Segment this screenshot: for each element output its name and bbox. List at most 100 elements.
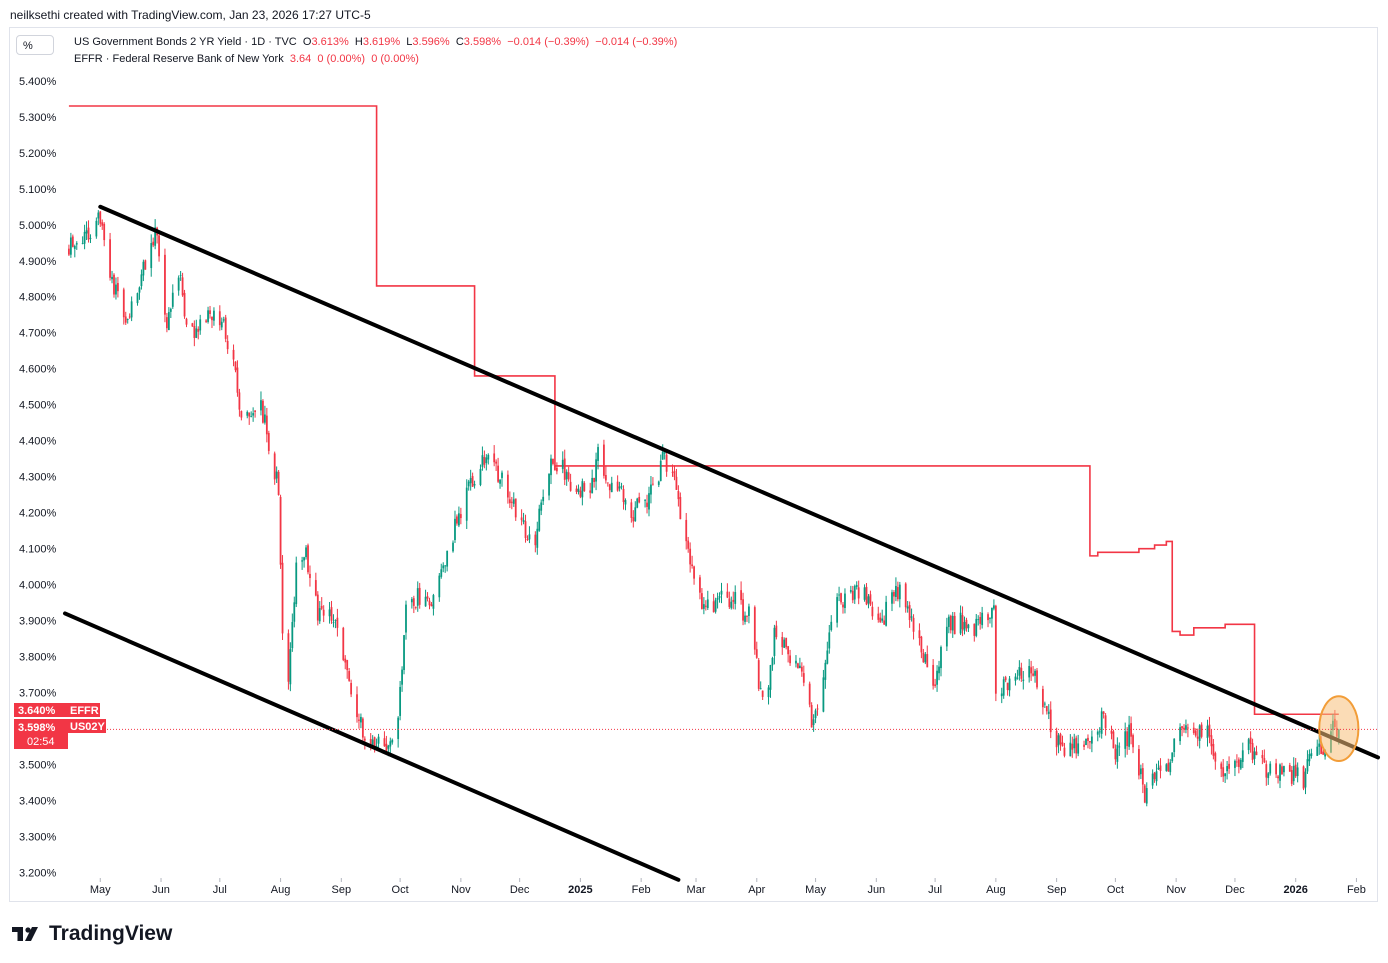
candle-body <box>851 590 854 601</box>
candle-body <box>663 452 666 454</box>
candle-body <box>1047 711 1050 714</box>
candle-body <box>910 616 913 618</box>
candle-body <box>277 471 280 495</box>
candle-body <box>885 601 888 626</box>
candle-body <box>891 592 893 604</box>
candle-body <box>1304 771 1307 788</box>
y-tick-label: 3.300% <box>19 832 57 844</box>
candle-body <box>673 470 676 477</box>
candle-body <box>191 323 194 327</box>
candle-body <box>166 317 168 329</box>
lower-channel-trendline[interactable] <box>63 611 681 882</box>
candle-body <box>714 599 717 612</box>
candle-body <box>636 498 639 508</box>
candle-body <box>687 540 690 549</box>
x-axis-ticks: May Jun Jul Aug Sep Oct Nov Dec 2025 Feb Mar Apr May… <box>90 878 1366 896</box>
candle-body <box>583 483 586 492</box>
candle-body <box>458 513 460 526</box>
candle-body <box>679 497 682 520</box>
candle-body <box>1288 765 1291 772</box>
candle-body <box>399 686 402 716</box>
candle-body <box>418 587 421 605</box>
candle-body <box>652 483 654 485</box>
candle-body <box>644 500 646 501</box>
candle-body <box>812 719 815 726</box>
candle-body <box>922 652 925 663</box>
x-tick-label: Dec <box>1225 884 1245 896</box>
candle-body <box>548 473 550 496</box>
candle-body <box>624 500 627 505</box>
y-tick-label: 4.700% <box>19 328 57 340</box>
candle-body <box>430 604 433 607</box>
candle-body <box>83 231 86 244</box>
candle-body <box>934 684 937 686</box>
candle-body <box>1112 731 1115 749</box>
candle-body <box>68 248 70 255</box>
legend-us02y[interactable]: US Government Bonds 2 YR Yield · 1D · TV… <box>74 36 678 48</box>
candle-body <box>171 292 174 307</box>
candle-body <box>1322 751 1325 755</box>
candle-body <box>775 625 778 638</box>
tradingview-logo[interactable]: TradingView <box>12 922 172 946</box>
candle-body <box>250 416 253 417</box>
candle-body <box>1171 752 1174 762</box>
candle-body <box>1196 736 1199 739</box>
candle-body <box>575 488 578 492</box>
us02y-badge-label-text: US02Y <box>70 721 106 733</box>
candle-body <box>554 465 556 470</box>
candle-body <box>307 545 309 573</box>
candle-body <box>597 447 599 461</box>
x-tick-label: 2025 <box>568 884 592 896</box>
us02y-candles <box>68 210 1340 807</box>
candle-body <box>262 400 264 423</box>
candle-body <box>1018 667 1021 676</box>
candle-body <box>606 482 609 484</box>
y-tick-label: 3.700% <box>19 688 57 700</box>
candle-body <box>814 710 817 719</box>
candle-body <box>501 472 503 478</box>
candle-body <box>542 496 545 502</box>
candle-body <box>142 261 145 276</box>
candle-body <box>702 604 705 609</box>
candle-body <box>1214 753 1217 762</box>
candle-body <box>753 607 756 650</box>
candle-body <box>1179 727 1181 742</box>
highlight-ellipse[interactable] <box>1318 695 1360 763</box>
candle-body <box>526 538 529 541</box>
candle-body <box>838 594 840 596</box>
candle-body <box>220 321 223 328</box>
candle-body <box>920 636 923 653</box>
candle-body <box>85 230 88 234</box>
candle-body <box>158 235 160 257</box>
candle-body <box>691 564 694 567</box>
x-tick-label: May <box>90 884 111 896</box>
candle-body <box>103 223 106 241</box>
x-tick-label: 2026 <box>1283 884 1307 896</box>
candle-body <box>401 669 403 685</box>
candle-body <box>1114 748 1117 760</box>
candle-body <box>540 502 543 511</box>
candle-body <box>1237 759 1240 767</box>
legend-effr[interactable]: EFFR · Federal Reserve Bank of New York … <box>74 53 419 65</box>
candle-body <box>761 690 764 697</box>
candle-body <box>111 276 113 280</box>
candle-body <box>855 585 858 587</box>
candle-body <box>538 508 541 531</box>
candle-body <box>552 458 554 464</box>
candle-body <box>932 664 935 686</box>
candle-body <box>169 308 172 312</box>
upper-channel-trendline[interactable] <box>98 204 1380 760</box>
candle-body <box>1294 764 1297 777</box>
candle-body <box>1308 754 1311 762</box>
candle-body <box>1090 736 1093 744</box>
candle-body <box>836 597 839 623</box>
candle-body <box>1241 750 1244 762</box>
candle-body <box>746 615 748 617</box>
candle-body <box>1087 737 1089 741</box>
candle-body <box>224 317 227 339</box>
percent-scale-button[interactable]: % <box>16 35 54 55</box>
candle-body <box>483 456 486 465</box>
candle-body <box>126 318 129 320</box>
candle-body <box>369 738 372 747</box>
